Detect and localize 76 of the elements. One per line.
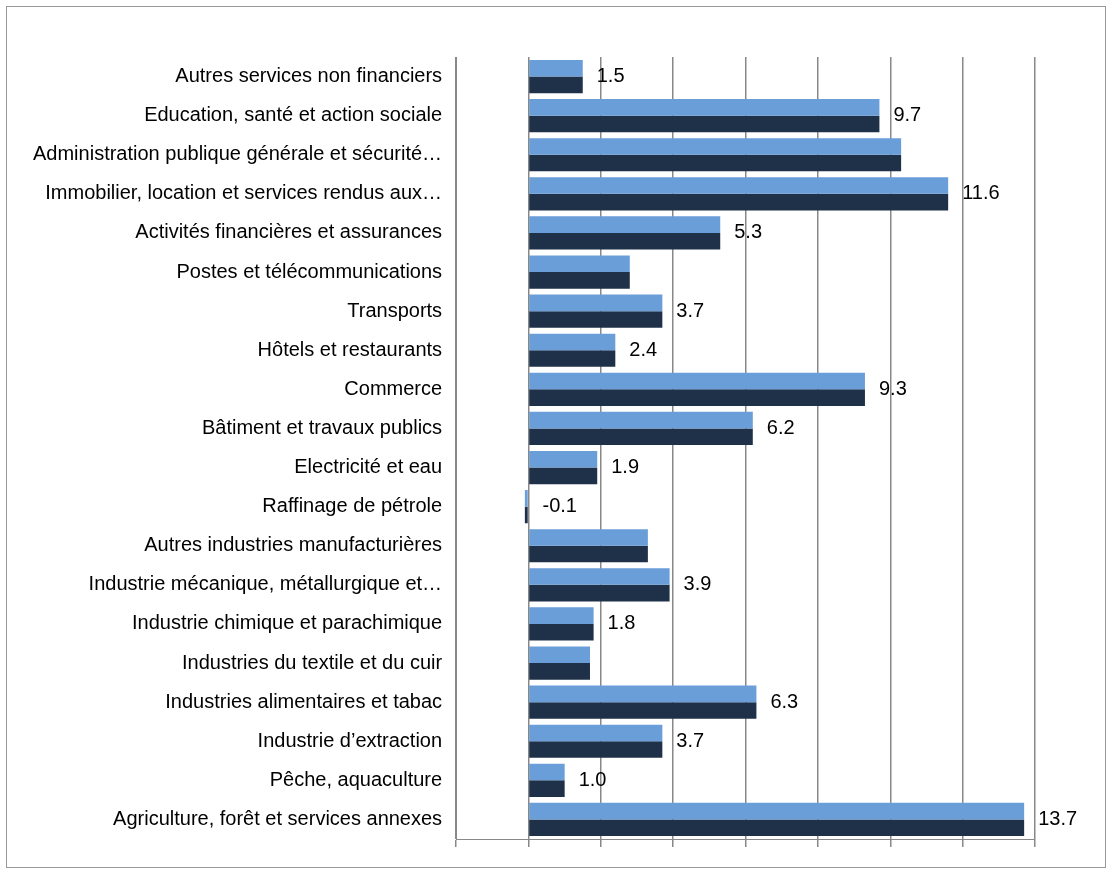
bar	[529, 294, 663, 312]
bar	[529, 780, 565, 797]
bar	[529, 350, 616, 367]
bar	[529, 193, 949, 211]
y-tick-label: Agriculture, forêt et services annexes	[113, 806, 443, 829]
y-tick-label: Industrie d’extraction	[257, 728, 443, 751]
bar	[529, 467, 598, 485]
bar	[529, 741, 663, 758]
bar	[529, 584, 670, 602]
bar	[524, 490, 528, 507]
y-tick-label: Hôtels et restaurants	[257, 337, 443, 360]
y-tick-label: Immobilier, location et services rendus aux…	[45, 181, 443, 204]
data-label: 5.3	[734, 220, 763, 243]
bar	[529, 428, 753, 446]
y-tick-label: Industrie mécanique, métallurgique et…	[88, 572, 443, 595]
bar	[529, 272, 630, 289]
bar	[529, 646, 590, 664]
y-tick-label: Raffinage de pétrole	[262, 494, 443, 517]
bar	[529, 663, 590, 680]
bar	[529, 255, 630, 273]
data-label: 1.9	[611, 455, 640, 478]
y-tick-label: Electricité et eau	[294, 455, 443, 478]
bar	[529, 138, 902, 155]
bar	[529, 568, 670, 585]
bar	[529, 685, 757, 703]
bar	[529, 702, 757, 719]
bar	[529, 389, 865, 406]
y-tick-label: Activités financières et assurances	[135, 220, 443, 243]
bar	[529, 372, 865, 390]
bar	[529, 623, 594, 641]
y-tick-label: Commerce	[344, 376, 443, 399]
data-label: 3.9	[683, 572, 712, 595]
data-label: 6.3	[770, 689, 799, 712]
y-tick-label: Autres services non financiers	[175, 64, 443, 87]
bar	[529, 232, 721, 250]
y-tick-label: Industrie chimique et parachimique	[131, 611, 443, 634]
bar	[529, 115, 880, 133]
y-tick-label: Industries du textile et du cuir	[181, 650, 443, 673]
data-label: 11.6	[962, 181, 1000, 204]
bar	[529, 763, 565, 781]
y-tick-label: Autres industries manufacturières	[144, 533, 443, 556]
y-tick-label: Pêche, aquaculture	[269, 767, 443, 790]
bar	[529, 545, 648, 563]
data-label: 3.7	[676, 298, 705, 321]
y-tick-label: Transports	[347, 298, 443, 321]
bar	[529, 724, 663, 742]
data-label: 13.7	[1038, 806, 1078, 829]
bar	[529, 333, 616, 351]
y-tick-label: Administration publique générale et sécurité…	[33, 142, 443, 165]
bar	[529, 99, 880, 116]
bar	[529, 154, 902, 172]
bar	[529, 311, 663, 328]
data-label: 9.7	[893, 103, 922, 126]
bar	[529, 411, 753, 429]
bar	[524, 506, 528, 524]
y-tick-label: Industries alimentaires et tabac	[165, 689, 443, 712]
bar	[529, 450, 598, 468]
bar	[529, 529, 648, 546]
bar	[529, 177, 949, 194]
data-label: 9.3	[878, 376, 907, 399]
data-label: -0.1	[542, 494, 577, 517]
data-label: 1.0	[578, 767, 607, 790]
data-label: 3.7	[676, 728, 705, 751]
bar	[529, 819, 1025, 837]
bar	[529, 76, 583, 94]
y-tick-label: Bâtiment et travaux publics	[202, 415, 443, 438]
y-tick-label: Postes et télécommunications	[176, 259, 443, 282]
data-label: 6.2	[766, 415, 795, 438]
data-label: 1.8	[607, 611, 636, 634]
y-tick-label: Education, santé et action sociale	[144, 103, 443, 126]
bar	[529, 607, 594, 624]
data-label: 2.4	[629, 337, 658, 360]
bar	[529, 216, 721, 233]
bar	[529, 59, 583, 77]
data-label: 1.5	[596, 64, 625, 87]
bar	[529, 802, 1025, 820]
